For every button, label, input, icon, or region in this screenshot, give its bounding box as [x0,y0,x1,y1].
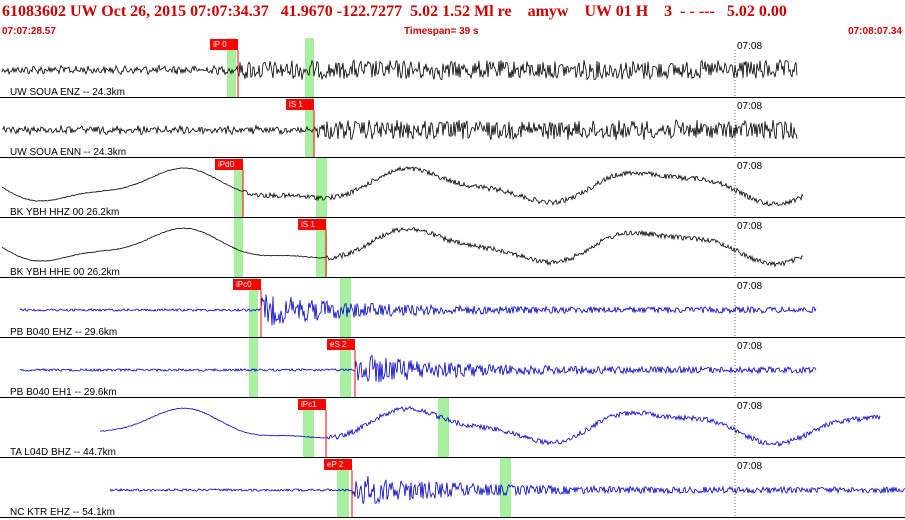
trace-row[interactable]: iPc0 07:08 PB B040 EHZ -- 29.6km [0,278,905,338]
pick-flag[interactable] [324,459,352,470]
waveform-trace [99,405,881,448]
trace-row[interactable]: eP 2 07:08 NC KTR EHZ -- 54.1km [0,458,905,518]
end-time: 07:08:07.34 [848,26,902,37]
trace-row[interactable]: eS 2 07:08 PB B040 EH1 -- 29.6km [0,338,905,398]
pick-window [340,338,351,398]
start-time: 07:07:28.57 [2,26,56,37]
time-tick-label: 07:08 [737,101,762,112]
pick-window [337,458,349,518]
pick-flag[interactable] [215,159,243,170]
pick-label: iP 0 [213,40,227,49]
pick-label: iPd0 [218,160,235,169]
time-tick-label: 07:08 [737,221,762,232]
pick-window [227,38,236,98]
pick-label: eP 2 [327,460,344,469]
time-tick-label: 07:08 [737,161,762,172]
pick-flag[interactable] [210,39,238,50]
pick-window [249,278,258,338]
event-summary-line: 61083602 UW Oct 26, 2015 07:07:34.37 41.… [2,3,787,20]
pick-window [234,158,243,218]
time-tick-label: 07:08 [737,401,762,412]
time-tick-label: 07:08 [737,461,762,472]
seismogram-panel[interactable]: iP 0 07:08 UW SOUA ENZ -- 24.3km iS 1 07:08 U… [0,38,905,520]
pick-flag[interactable] [327,339,355,350]
waveform-trace [1,165,804,207]
pick-window [316,218,327,278]
station-label: PB B040 EHZ -- 29.6km [10,327,117,338]
time-tick-label: 07:08 [737,41,762,52]
pick-label: eS 2 [330,340,347,349]
time-tick-label: 07:08 [737,341,762,352]
pick-window [303,398,314,458]
trace-row[interactable]: iPc1 07:08 TA L04D BHZ -- 44.7km [0,398,905,458]
pick-flag[interactable] [233,279,261,290]
station-label: UW SOUA ENZ -- 24.3km [10,87,125,98]
time-tick-label: 07:08 [737,281,762,292]
pick-label: iPc1 [301,400,317,409]
station-label: PB B040 EH1 -- 29.6km [10,387,117,398]
station-label: TA L04D BHZ -- 44.7km [10,447,116,458]
pick-flag[interactable] [298,219,326,230]
waveform-trace [1,226,804,268]
station-label: BK YBH HHZ 00 26.2km [10,207,119,218]
pick-flag[interactable] [286,99,314,110]
timespan-label: Timespan= 39 s [404,26,479,37]
pick-window [316,158,327,218]
pick-window [305,98,314,158]
waveform-trace [1,119,798,141]
trace-row[interactable]: iS 1 07:08 UW SOUA ENN -- 24.3km [0,98,905,158]
station-label: BK YBH HHE 00 26.2km [10,267,120,278]
pick-window [340,278,351,338]
pick-label: iPc0 [236,280,252,289]
waveform-trace [109,475,905,504]
trace-row[interactable]: iP 0 07:08 UW SOUA ENZ -- 24.3km [0,38,905,98]
trace-row[interactable]: iS 1 07:08 BK YBH HHE 00 26.2km [0,218,905,278]
pick-label: iS 1 [289,100,303,109]
pick-window [234,218,243,278]
station-label: UW SOUA ENN -- 24.3km [10,147,126,158]
pick-flag[interactable] [298,399,326,410]
waveform-trace [19,294,817,326]
pick-window [500,458,511,518]
pick-window [438,398,449,458]
waveform-trace [19,354,817,383]
station-label: NC KTR EHZ -- 54.1km [10,507,115,518]
trace-row[interactable]: iPd0 07:08 BK YBH HHZ 00 26.2km [0,158,905,218]
waveform-trace [1,59,798,81]
time-range-bar: 07:07:28.57 Timespan= 39 s 07:08:07.34 [0,26,905,38]
pick-window [249,338,258,398]
pick-label: iS 1 [301,220,315,229]
